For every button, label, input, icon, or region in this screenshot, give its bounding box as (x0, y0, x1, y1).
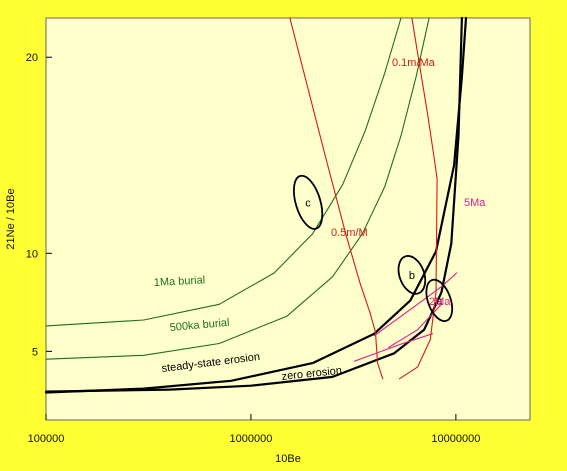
ellipse-b (397, 255, 427, 295)
ellipse-label-b: b (409, 270, 415, 282)
x-tick-label: 100000 (28, 433, 65, 445)
series-layer (44, 16, 468, 394)
ellipse-label-c: c (305, 197, 311, 209)
plot-area (45, 17, 531, 421)
y-axis-title: 21Ne / 10Be (5, 188, 17, 249)
label-5ma: 5Ma (464, 197, 486, 209)
label-0.1-rate: 0.1m/Ma (392, 57, 436, 69)
y-tick-label: 10 (26, 248, 38, 260)
series-rate-0.5-tail (374, 331, 384, 380)
series-burial-1Ma (45, 17, 402, 327)
axis-ticks: 100000 1000000 10000000 5 10 20 (26, 52, 481, 445)
series-time-5Ma (373, 272, 458, 337)
ellipse-c (292, 174, 324, 230)
ellipse-label-a: a (436, 295, 443, 307)
y-tick-label: 20 (26, 52, 38, 64)
x-tick-label: 1000000 (230, 433, 273, 445)
label-0.5-rate: 0.5m/M (331, 227, 368, 239)
series-rate-0.5 (289, 17, 376, 333)
label-500ka-burial: 500ka burial (169, 317, 230, 334)
series-rate-0.1 (411, 17, 438, 180)
label-1ma-burial: 1Ma burial (154, 274, 206, 289)
series-time-2Ma (353, 333, 434, 362)
y-tick-label: 5 (32, 346, 38, 358)
ellipse-layer: a b c (292, 174, 454, 322)
series-rate-0.1-tail (398, 178, 438, 380)
x-tick-label: 10000000 (431, 433, 480, 445)
label-2ma: 2Ma (429, 296, 451, 308)
x-axis-title: 10Be (275, 453, 301, 465)
ellipse-a (425, 278, 454, 322)
series-burial-500ka (45, 17, 430, 360)
